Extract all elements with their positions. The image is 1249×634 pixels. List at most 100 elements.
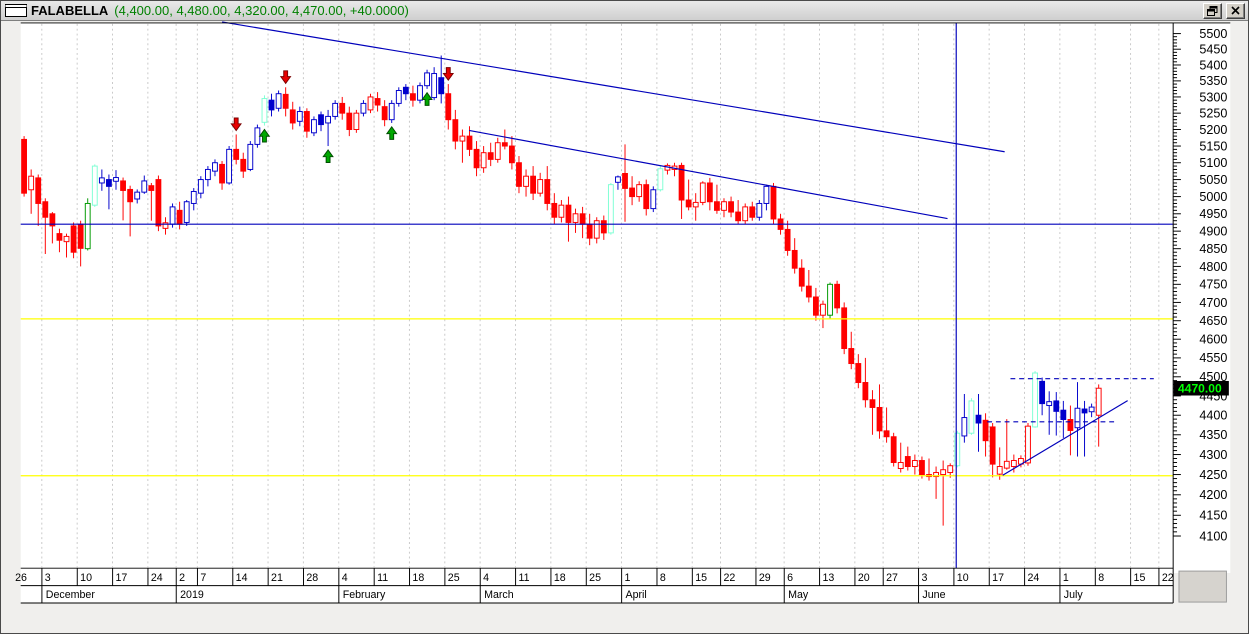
week-tick-label: 27 [886,572,898,584]
month-label: March [484,589,514,601]
week-tick-label: 4 [483,572,489,584]
week-tick-label: 25 [589,572,601,584]
price-axis-label: 4950 [1199,207,1227,221]
price-axis-label: 4500 [1199,370,1227,384]
price-axis-label: 5150 [1199,139,1227,153]
price-axis-label: 4350 [1199,428,1227,442]
weekly-gridlines [41,23,1160,568]
price-axis-label: 4100 [1199,529,1227,543]
price-axis-label: 5400 [1199,58,1227,72]
price-axis-label: 5100 [1199,156,1227,170]
price-axis-label: 4700 [1199,296,1227,310]
reference-lines [20,21,1174,569]
price-axis-label: 4550 [1199,351,1227,365]
price-axis-label: 4600 [1199,333,1227,347]
week-tick-label: 24 [151,572,163,584]
week-tick-label: 14 [236,572,248,584]
month-label: April [626,589,647,601]
sell-signal-arrow-icon [230,117,242,132]
price-axis-bg [1173,22,1231,574]
week-tick-label: 2 [179,572,185,584]
month-label: 2019 [180,589,204,601]
signal-arrows [230,67,455,163]
corner-panel [1178,570,1227,603]
plot-background [20,22,1174,569]
month-label: December [46,589,96,601]
close-window-button[interactable] [1226,2,1245,19]
week-tick-label: 22 [1162,572,1174,584]
buy-signal-arrow-icon [322,149,334,163]
week-tick-label: 3 [921,572,927,584]
price-axis-label: 4650 [1199,314,1227,328]
week-tick-label: 13 [822,572,834,584]
chart-window-icon [5,4,27,17]
restore-icon [1207,5,1218,16]
week-tick-label: 8 [1098,572,1104,584]
last-price-value: 4470.00 [1178,382,1222,396]
price-axis-label: 5350 [1199,74,1227,88]
week-tick-label: 22 [724,572,736,584]
price-axis-label: 4150 [1199,509,1227,523]
week-tick-label: 17 [116,572,128,584]
price-axis-label: 4250 [1199,468,1227,482]
week-tick-label: 10 [80,572,92,584]
sell-signal-arrow-icon [279,70,292,85]
week-tick-label: 18 [554,572,566,584]
date-axis-months: December 2019 February March April May June Jul… [41,585,1084,604]
week-tick-label: 20 [858,572,870,584]
week-tick-label: 6 [787,572,793,584]
price-axis-label: 4850 [1199,242,1227,256]
week-tick-label: 17 [992,572,1004,584]
week-tick-label: 1 [625,572,631,584]
price-chart[interactable]: 4100415042004250430043504400445045004550… [1,21,1249,634]
price-axis-label: 4900 [1199,225,1227,239]
sell-signal-arrow-icon [442,67,455,82]
month-label: February [343,589,386,601]
close-icon [1231,6,1240,15]
week-tick-label: 28 [306,572,318,584]
price-axis-label: 4200 [1199,488,1227,502]
price-axis-label: 5500 [1199,27,1227,41]
price-axis-label: 5000 [1199,190,1227,204]
week-tick-label: 15 [695,572,707,584]
price-axis-label: 5250 [1199,107,1227,121]
window-titlebar: FALABELLA (4,400.00, 4,480.00, 4,320.00,… [1,1,1248,21]
week-tick-label: 24 [1028,572,1040,584]
candlesticks [21,55,1102,526]
week-tick-label: 11 [377,572,388,584]
price-axis-label: 5450 [1199,43,1227,57]
price-axis: 4100415042004250430043504400445045004550… [1173,27,1227,543]
month-label: June [922,589,945,601]
week-tick-label: 1 [1063,572,1069,584]
week-tick-label: 11 [518,572,529,584]
buy-signal-arrow-icon [258,128,271,143]
ohlc-quote-text: (4,400.00, 4,480.00, 4,320.00, 4,470.00,… [114,3,409,18]
week-tick-label: 26 [15,572,27,584]
week-tick-label: 3 [45,572,51,584]
price-axis-label: 5050 [1199,173,1227,187]
month-label: July [1064,589,1084,601]
price-axis-label: 4750 [1199,278,1227,292]
week-tick-label: 21 [271,572,283,584]
last-price-tag: 4470.00 [1173,380,1229,396]
price-axis-label: 4300 [1199,448,1227,462]
week-tick-label: 8 [660,572,666,584]
price-axis-label: 5200 [1199,123,1227,137]
price-axis-label: 4400 [1199,409,1227,423]
date-axis-weeks: 26 3 10 17 24 2 7 14 21 28 4 11 18 25 4 11 18 25 1 8 15 22 29 6… [15,568,1174,586]
restore-window-button[interactable] [1203,2,1222,19]
week-tick-label: 29 [759,572,771,584]
week-tick-label: 15 [1134,572,1146,584]
week-tick-label: 4 [342,572,348,584]
buy-signal-arrow-icon [385,125,398,140]
buy-signal-arrow-icon [421,91,433,106]
week-tick-label: 10 [957,572,969,584]
window-title: FALABELLA [31,3,109,18]
price-axis-label: 5300 [1199,90,1227,104]
week-tick-label: 7 [200,572,206,584]
week-tick-label: 25 [448,572,460,584]
month-label: May [788,589,809,601]
price-axis-label: 4800 [1199,260,1227,274]
week-tick-label: 18 [412,572,424,584]
